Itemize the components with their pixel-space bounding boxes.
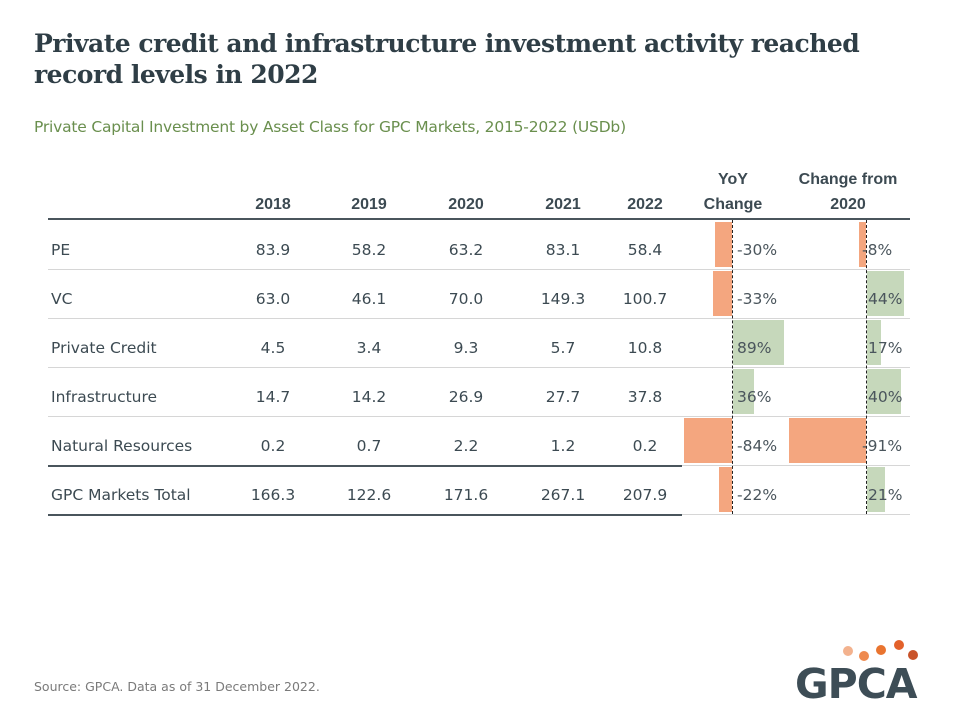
change-2020-label: -91% [862,437,903,455]
col-header-yoy-line2: Change [703,196,763,213]
row-value-2022: 10.8 [627,339,663,357]
change-2020-bar [867,467,885,512]
source-note: Source: GPCA. Data as of 31 December 202… [34,679,320,694]
yoy-zero-axis [732,220,733,514]
row-value-2020: 63.2 [448,241,484,259]
header-rule [48,218,910,220]
row-value-2021: 1.2 [550,437,576,455]
row-label: Natural Resources [51,437,193,455]
row-label: PE [51,241,71,259]
row-value-2020: 171.6 [443,486,489,504]
row-value-2020: 70.0 [448,290,484,308]
logo-dot [843,646,853,656]
row-value-2020: 9.3 [453,339,479,357]
yoy-label: 89% [737,339,772,357]
col-header-2021: 2021 [545,196,581,213]
table-row: Private Credit 4.5 3.4 9.3 5.7 10.8 89% 17% [48,318,910,367]
change-2020-bar [859,222,866,267]
row-value-2018: 14.7 [255,388,291,406]
table-row: VC 63.0 46.1 70.0 149.3 100.7 -33% 44% [48,269,910,318]
row-value-2020: 26.9 [448,388,484,406]
page-title: Private credit and infrastructure invest… [34,29,860,89]
row-value-2018: 166.3 [250,486,296,504]
yoy-label: -33% [737,290,778,308]
change-2020-bar [788,418,866,463]
col-header-2019: 2019 [351,196,387,213]
row-rule [48,269,910,270]
yoy-label: -30% [737,241,778,259]
table-row: Natural Resources 0.2 0.7 2.2 1.2 0.2 -84% -91% [48,416,910,465]
row-value-2019: 0.7 [356,437,382,455]
change-2020-label: -8% [862,241,893,259]
logo-dot [894,640,904,650]
change-2020-bar [867,271,905,316]
row-value-2019: 122.6 [346,486,392,504]
row-value-2020: 2.2 [453,437,479,455]
investment-table: 2018 2019 2020 2021 2022 YoY Change Chan… [48,160,910,520]
row-label: Infrastructure [51,388,158,406]
row-rule [48,416,910,417]
col-header-2018: 2018 [255,196,291,213]
change-2020-label: 44% [868,290,903,308]
change-2020-bar [867,369,901,414]
row-rule [48,514,682,516]
row-value-2021: 5.7 [550,339,576,357]
row-value-2019: 14.2 [351,388,387,406]
logo-dot [859,651,869,661]
col-header-2020: 2020 [448,196,484,213]
row-value-2019: 46.1 [351,290,387,308]
change-2020-label: 40% [868,388,903,406]
gpca-logo: GPCA [795,634,945,708]
row-value-2021: 267.1 [540,486,586,504]
row-value-2018: 0.2 [260,437,286,455]
row-value-2019: 58.2 [351,241,387,259]
row-value-2021: 27.7 [545,388,581,406]
table-row: Infrastructure 14.7 14.2 26.9 27.7 37.8 36% 40% [48,367,910,416]
row-rule [682,465,910,466]
row-value-2022: 0.2 [632,437,658,455]
row-value-2022: 207.9 [622,486,668,504]
row-rule [48,465,682,467]
table-row: GPC Markets Total 166.3 122.6 171.6 267.1 207… [48,465,910,514]
row-value-2018: 4.5 [260,339,286,357]
row-value-2022: 37.8 [627,388,663,406]
col-header-change2020-line2: 2020 [830,196,866,213]
yoy-bar [719,467,732,512]
col-header-2022: 2022 [627,196,663,213]
row-value-2019: 3.4 [356,339,382,357]
yoy-bar [713,271,732,316]
row-value-2018: 83.9 [255,241,291,259]
logo-text: GPCA [795,660,918,708]
change-2020-zero-axis [866,220,867,514]
row-label: Private Credit [51,339,157,357]
yoy-bar [684,418,732,463]
chart-subtitle: Private Capital Investment by Asset Clas… [34,118,626,136]
yoy-label: -22% [737,486,778,504]
row-value-2022: 100.7 [622,290,668,308]
row-value-2018: 63.0 [255,290,291,308]
change-2020-label: 21% [868,486,903,504]
row-label: GPC Markets Total [51,486,191,504]
yoy-bar [733,320,784,365]
yoy-label: 36% [737,388,772,406]
logo-dot [876,645,886,655]
yoy-label: -84% [737,437,778,455]
row-value-2021: 149.3 [540,290,586,308]
row-value-2021: 83.1 [545,241,581,259]
row-rule [48,318,910,319]
row-value-2022: 58.4 [627,241,663,259]
table-row: PE 83.9 58.2 63.2 83.1 58.4 -30% -8% [48,220,910,269]
row-label: VC [51,290,73,308]
yoy-bar [733,369,754,414]
row-rule [48,367,910,368]
col-header-change2020-line1: Change from [798,171,898,188]
row-rule [682,514,910,515]
change-2020-label: 17% [868,339,903,357]
col-header-yoy-line1: YoY [718,171,748,188]
change-2020-bar [867,320,882,365]
logo-dot [908,650,918,660]
yoy-bar [714,222,732,267]
